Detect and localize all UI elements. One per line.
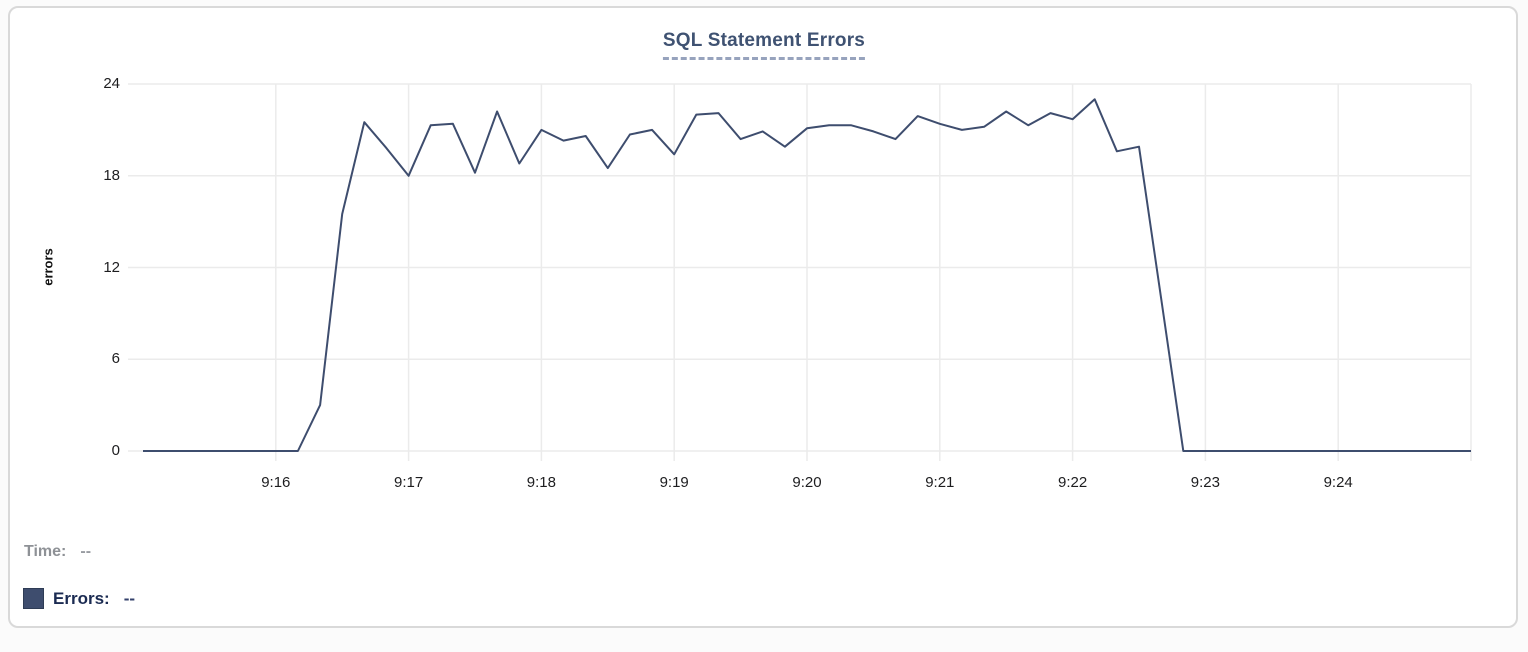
x-tick-label: 9:22 (1057, 474, 1088, 491)
x-tick-label: 9:17 (393, 474, 424, 491)
errors-series-swatch[interactable] (23, 588, 44, 609)
x-tick-label: 9:23 (1190, 474, 1220, 491)
y-tick-label: 24 (103, 75, 120, 92)
grid-lines (128, 83, 1472, 461)
y-tick-label: 0 (111, 442, 120, 459)
chart-title[interactable]: SQL Statement Errors (662, 30, 866, 60)
x-tick-label: 9:16 (261, 474, 291, 491)
hover-readout-time: Time: -- (24, 543, 91, 561)
legend-errors-row: Errors: -- (23, 588, 135, 609)
errors-series-line (143, 98, 1471, 452)
x-tick-label: 9:21 (925, 474, 955, 491)
errors-label: Errors: (53, 588, 110, 608)
time-label: Time: (24, 543, 67, 560)
x-tick-label: 9:18 (526, 474, 556, 491)
time-value: -- (80, 543, 92, 560)
x-tick-label: 9:24 (1323, 474, 1353, 491)
errors-value: -- (123, 588, 136, 608)
y-tick-label: 6 (111, 350, 120, 368)
y-tick-label: 12 (103, 258, 120, 276)
chart-card (8, 6, 1518, 628)
y-tick-label: 18 (103, 166, 120, 184)
x-tick-label: 9:19 (659, 474, 689, 491)
x-tick-label: 9:20 (792, 474, 822, 491)
